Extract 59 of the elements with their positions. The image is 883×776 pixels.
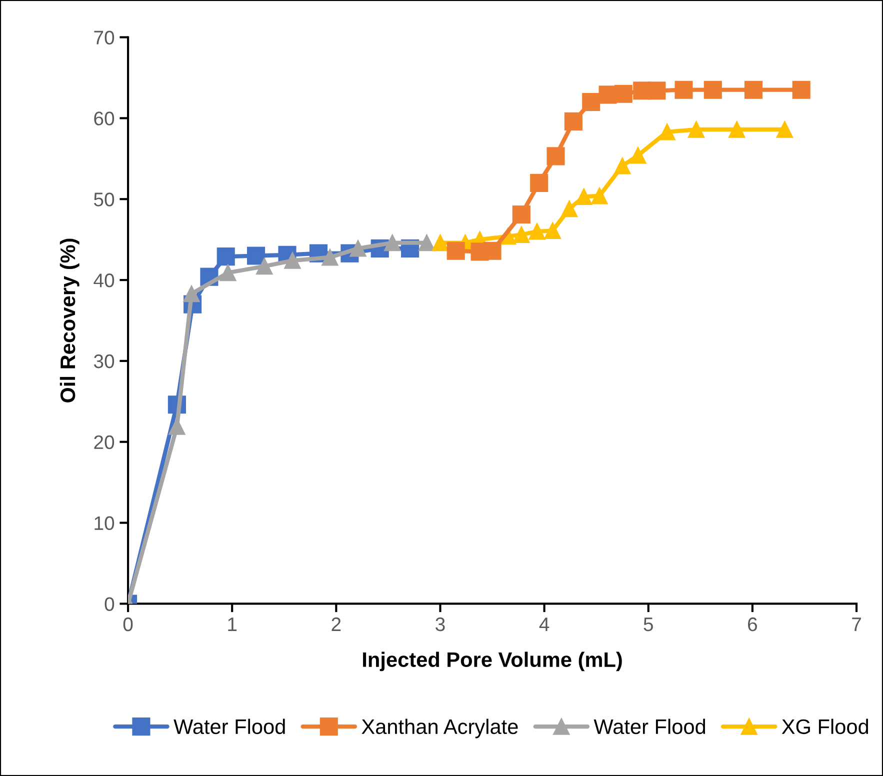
x-tick-label: 0 xyxy=(123,617,133,632)
point xyxy=(630,147,646,164)
x-tick-label: 4 xyxy=(539,618,550,632)
legend-label: Xanthan Acrylate xyxy=(362,718,518,738)
point xyxy=(528,223,546,240)
point xyxy=(256,258,273,275)
x-tick-label: 5 xyxy=(644,618,653,632)
point xyxy=(418,234,436,252)
point xyxy=(614,84,632,103)
y-tick-label: 60 xyxy=(94,112,114,126)
y-axis-title: Oil Recovery (%) xyxy=(60,238,80,402)
y-tick-label: 50 xyxy=(94,192,114,206)
point xyxy=(564,112,582,130)
point xyxy=(216,248,235,266)
point xyxy=(688,121,705,138)
x-tick-label: 1 xyxy=(228,618,237,632)
point xyxy=(658,124,676,140)
x-tick-label: 3 xyxy=(436,617,445,632)
point xyxy=(322,249,338,266)
point xyxy=(582,92,600,112)
point xyxy=(648,82,666,100)
legend-label: Water Flood xyxy=(174,718,285,734)
legend-label: XG Flood xyxy=(782,718,868,734)
x-tick-label: 2 xyxy=(332,617,341,632)
legend-label: Water Flood xyxy=(594,718,706,734)
point xyxy=(513,226,530,244)
point xyxy=(220,264,236,282)
point xyxy=(776,121,794,138)
point xyxy=(591,188,608,204)
y-tick-label: 20 xyxy=(94,435,114,450)
point xyxy=(168,418,186,435)
point xyxy=(728,121,746,138)
point xyxy=(446,242,465,260)
point xyxy=(576,188,592,206)
point xyxy=(247,246,266,265)
y-tick-label: 30 xyxy=(94,354,114,368)
point xyxy=(674,80,693,99)
point xyxy=(384,234,401,252)
x-tick-label: 6 xyxy=(748,617,757,632)
point xyxy=(546,147,565,166)
point xyxy=(792,80,810,99)
point xyxy=(183,285,200,302)
point xyxy=(284,252,301,269)
point xyxy=(530,174,548,192)
y-tick-label: 70 xyxy=(94,30,114,44)
point xyxy=(512,205,530,224)
point xyxy=(432,234,449,252)
point xyxy=(704,80,722,99)
point xyxy=(483,242,502,260)
x-axis-title: Injected Pore Volume (mL) xyxy=(363,652,622,672)
y-tick-label: 0 xyxy=(104,597,114,611)
point xyxy=(744,80,763,99)
point xyxy=(544,222,561,239)
x-tick-label: 7 xyxy=(852,618,861,632)
y-tick-label: 40 xyxy=(94,273,114,288)
point xyxy=(560,200,578,218)
point xyxy=(614,158,631,174)
point xyxy=(350,240,366,257)
y-tick-label: 10 xyxy=(94,516,114,530)
